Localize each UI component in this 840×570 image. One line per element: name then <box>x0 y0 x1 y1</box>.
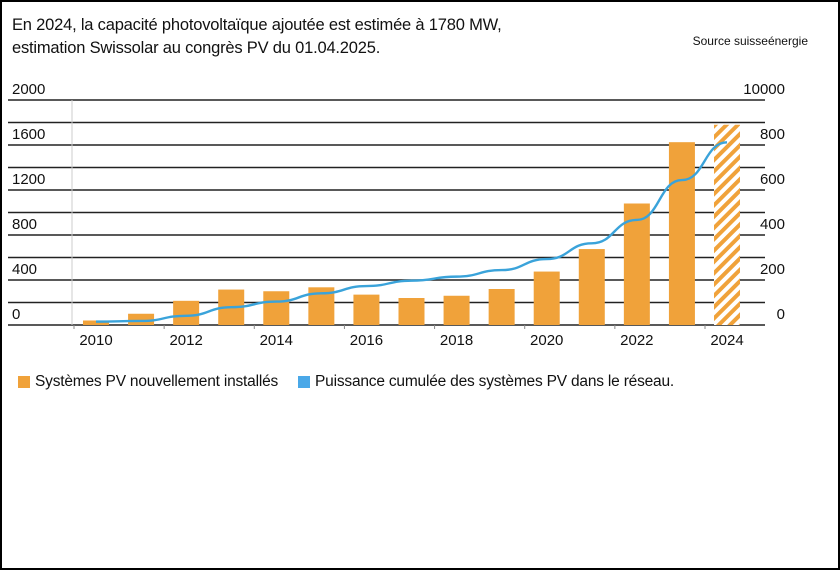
y-right-tick-label: 800 <box>760 126 785 143</box>
bar <box>668 142 695 325</box>
x-tick-label: 2016 <box>350 332 383 349</box>
y-right-tick-label: 600 <box>760 171 785 188</box>
x-tick-label: 2022 <box>620 332 653 349</box>
bar <box>533 271 560 325</box>
y-right-tick-label: 200 <box>760 261 785 278</box>
legend-item-bars: Systèmes PV nouvellement installés <box>18 373 278 391</box>
bar <box>173 300 200 325</box>
bar <box>128 313 155 325</box>
x-tick-label: 2010 <box>79 332 112 349</box>
source-note: Source suisseénergie <box>692 34 808 48</box>
x-tick-label: 2012 <box>169 332 202 349</box>
y-right-tick-label: 10000 <box>743 81 785 98</box>
chart-title: En 2024, la capacité photovoltaïque ajou… <box>12 14 502 60</box>
legend-item-line: Puissance cumulée des systèmes PV dans l… <box>298 373 674 391</box>
bar-hatched <box>714 124 740 325</box>
legend-label-line: Puissance cumulée des systèmes PV dans l… <box>315 373 674 390</box>
y-right-tick-label: 0 <box>777 306 785 323</box>
bar <box>443 295 470 325</box>
y-left-tick-label: 800 <box>12 216 37 233</box>
bar <box>263 291 290 325</box>
y-left-tick-label: 1600 <box>12 126 45 143</box>
title-line-1: En 2024, la capacité photovoltaïque ajou… <box>12 16 502 34</box>
x-tick-label: 2014 <box>260 332 293 349</box>
x-tick-label: 2018 <box>440 332 473 349</box>
x-tick-label: 2020 <box>530 332 563 349</box>
y-left-tick-label: 400 <box>12 261 37 278</box>
legend-label-bars: Systèmes PV nouvellement installés <box>35 373 279 390</box>
y-left-tick-label: 0 <box>12 306 20 323</box>
bar <box>623 203 650 325</box>
orange-swatch-icon <box>18 376 30 388</box>
y-left-tick-label: 2000 <box>12 81 45 98</box>
y-right-tick-label: 400 <box>760 216 785 233</box>
bar <box>488 289 515 325</box>
bar <box>578 249 605 325</box>
y-left-tick-label: 1200 <box>12 171 45 188</box>
blue-swatch-icon <box>298 376 311 388</box>
bar <box>398 298 425 325</box>
title-line-2: estimation Swissolar au congrès PV du 01… <box>12 39 381 57</box>
legend: Systèmes PV nouvellement installés Puiss… <box>18 373 694 391</box>
bar <box>353 294 380 325</box>
x-tick-label: 2024 <box>710 332 743 349</box>
